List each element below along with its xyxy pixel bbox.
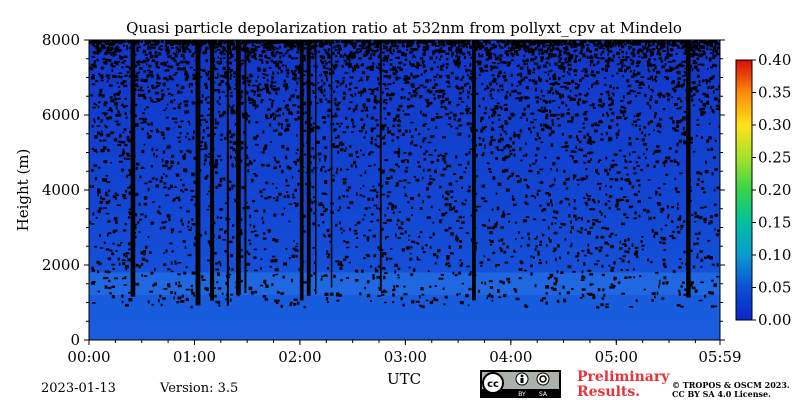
copyright-line1: © TROPOS & OSCM 2023. [672, 380, 790, 390]
colorbar-tick-label: 0.00 [758, 311, 791, 329]
cloud-column [209, 40, 215, 301]
colorbar-tick-label: 0.40 [758, 51, 791, 69]
colorbar-tick-label: 0.20 [758, 181, 791, 199]
chart-title: Quasi particle depolarization ratio at 5… [126, 19, 682, 37]
layer-aerosol-layer-top [89, 272, 720, 295]
cloud-column [306, 40, 311, 296]
colorbar-tick-label: 0.25 [758, 149, 791, 167]
y-tick-label: 4000 [42, 181, 80, 199]
date-label: 2023-01-13 [41, 381, 116, 396]
colorbar [735, 59, 753, 321]
cloud-column [314, 40, 317, 295]
x-tick-label: 00:00 [67, 348, 110, 366]
copyright-line2: CC BY SA 4.0 License. [672, 389, 771, 399]
x-tick-label: 03:00 [384, 348, 427, 366]
cc-license-badge: cc BY SA [480, 370, 561, 398]
x-tick-label: 05:59 [698, 348, 741, 366]
preliminary-line2: Results. [577, 384, 640, 400]
x-tick-label: 02:00 [278, 348, 321, 366]
colorbar-tick-label: 0.10 [758, 246, 791, 264]
sa-label: SA [539, 391, 548, 398]
cloud-column [130, 40, 136, 297]
by-icon [515, 372, 529, 386]
cloud-column [472, 40, 476, 301]
cloud-column [235, 40, 241, 295]
colorbar-tick-label: 0.35 [758, 84, 791, 102]
x-tick-label: 01:00 [173, 348, 216, 366]
sa-icon [536, 372, 550, 386]
y-tick-label: 6000 [42, 106, 80, 124]
cloud-column [379, 40, 382, 291]
colorbar-tick-label: 0.05 [758, 279, 791, 297]
colorbar-tick-label: 0.15 [758, 214, 791, 232]
y-axis: 0 2000 4000 6000 8000 [42, 31, 725, 349]
colorbar-tick-label: 0.30 [758, 116, 791, 134]
x-tick-label: 05:00 [595, 348, 638, 366]
heatmap-area [89, 40, 720, 340]
version-label: Version: 3.5 [159, 381, 238, 396]
cloud-column [299, 40, 304, 301]
x-tick-label: 04:00 [489, 348, 532, 366]
preliminary-line1: Preliminary [577, 369, 670, 385]
colorbar-axis: 0.00 0.05 0.10 0.15 0.20 0.25 0.30 0.35 0.40 [752, 51, 791, 329]
cloud-column [686, 40, 691, 298]
x-axis: 00:00 01:00 02:00 03:00 04:00 05:00 05:59 [67, 40, 742, 366]
cloud-column [226, 40, 229, 306]
cloud-column [244, 40, 247, 294]
cloud-column [330, 40, 333, 288]
y-tick-label: 0 [70, 331, 80, 349]
cloud-column [195, 40, 201, 306]
by-label: BY [518, 391, 526, 398]
x-axis-label: UTC [387, 370, 421, 388]
y-axis-label: Height (m) [14, 149, 32, 232]
cc-icon: cc [482, 372, 504, 394]
y-tick-label: 2000 [42, 256, 80, 274]
svg-text:cc: cc [487, 379, 499, 390]
y-tick-label: 8000 [42, 31, 80, 49]
